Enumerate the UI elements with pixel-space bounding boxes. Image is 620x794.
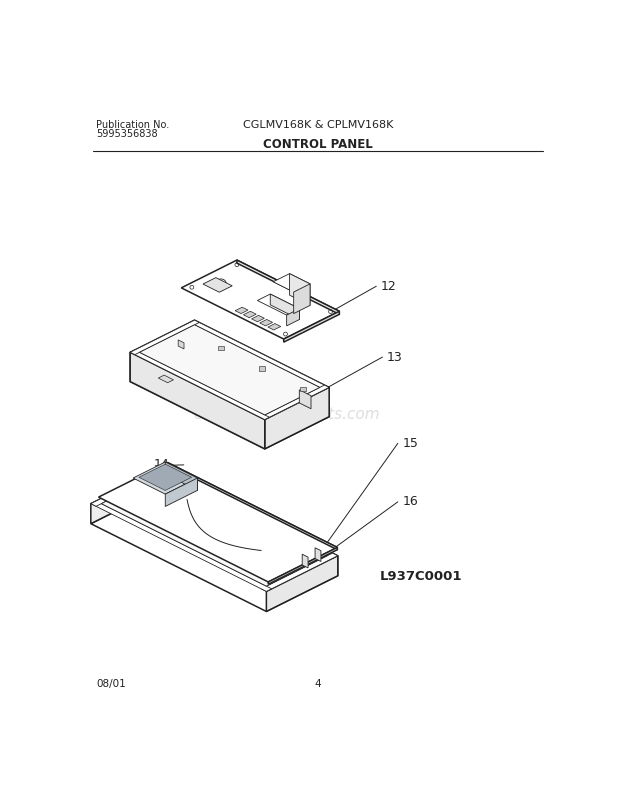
Polygon shape: [162, 468, 338, 576]
Text: CGLMV168K & CPLMV168K: CGLMV168K & CPLMV168K: [242, 120, 393, 130]
Polygon shape: [181, 260, 339, 339]
Polygon shape: [130, 320, 199, 355]
Polygon shape: [294, 283, 310, 314]
Polygon shape: [99, 463, 337, 582]
Polygon shape: [101, 473, 327, 586]
Polygon shape: [91, 468, 167, 507]
Bar: [299, 387, 306, 391]
Polygon shape: [91, 501, 272, 592]
Text: CONTROL PANEL: CONTROL PANEL: [263, 137, 373, 151]
Polygon shape: [284, 311, 339, 342]
Text: L937C0001: L937C0001: [379, 570, 462, 583]
Polygon shape: [267, 556, 338, 611]
Polygon shape: [268, 547, 337, 584]
Polygon shape: [178, 340, 184, 349]
Polygon shape: [130, 353, 265, 449]
Text: 4: 4: [314, 680, 321, 689]
Polygon shape: [133, 462, 197, 494]
Text: 16: 16: [402, 495, 418, 508]
Text: Publication No.: Publication No.: [96, 120, 169, 130]
Polygon shape: [261, 553, 338, 592]
Text: 14: 14: [154, 458, 170, 472]
Polygon shape: [265, 387, 329, 449]
Polygon shape: [260, 319, 273, 326]
Polygon shape: [139, 464, 192, 491]
Polygon shape: [268, 323, 281, 330]
Text: 12: 12: [381, 279, 397, 293]
Polygon shape: [190, 320, 329, 390]
Bar: [259, 366, 265, 371]
Polygon shape: [270, 294, 299, 319]
Text: 5995356838: 5995356838: [96, 129, 157, 139]
Polygon shape: [260, 385, 329, 419]
Polygon shape: [133, 491, 156, 503]
Polygon shape: [187, 360, 203, 368]
Polygon shape: [167, 463, 337, 549]
Bar: [218, 345, 224, 350]
Text: 13: 13: [387, 351, 403, 364]
Polygon shape: [158, 375, 174, 383]
Polygon shape: [203, 278, 232, 292]
Polygon shape: [302, 554, 308, 568]
Polygon shape: [91, 488, 338, 611]
Text: 15: 15: [402, 437, 418, 450]
Polygon shape: [130, 320, 195, 382]
Polygon shape: [91, 468, 162, 524]
Polygon shape: [286, 309, 299, 326]
Polygon shape: [166, 462, 197, 491]
Text: eReplacementParts.com: eReplacementParts.com: [193, 407, 380, 422]
Polygon shape: [157, 468, 338, 558]
Polygon shape: [315, 548, 321, 561]
Polygon shape: [235, 307, 248, 314]
Polygon shape: [140, 325, 320, 415]
Polygon shape: [252, 315, 264, 322]
Polygon shape: [299, 390, 311, 409]
Polygon shape: [243, 311, 256, 318]
Polygon shape: [195, 320, 329, 417]
Polygon shape: [166, 478, 197, 507]
Text: 08/01: 08/01: [96, 680, 126, 689]
Polygon shape: [257, 294, 299, 315]
Polygon shape: [130, 350, 270, 419]
Polygon shape: [237, 260, 339, 314]
Polygon shape: [273, 274, 310, 292]
Polygon shape: [290, 274, 310, 306]
Polygon shape: [130, 349, 329, 449]
